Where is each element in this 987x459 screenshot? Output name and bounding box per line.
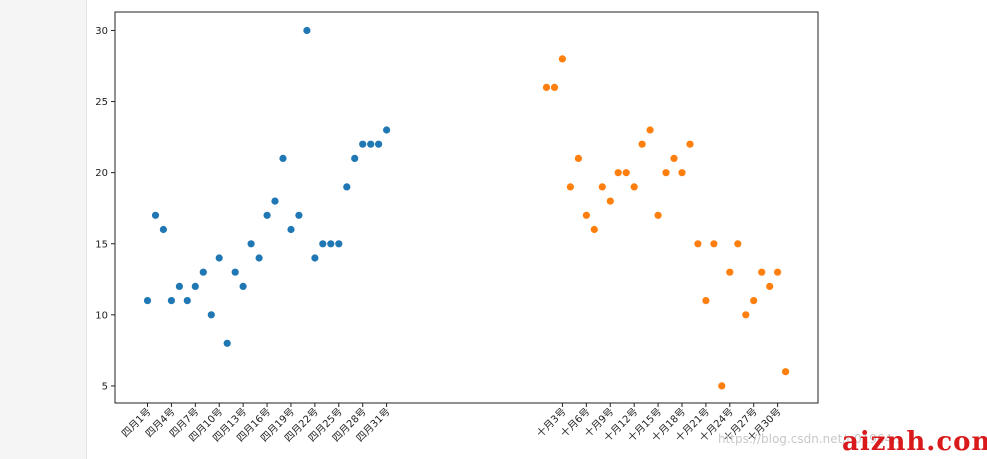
left-sidebar-panel: [0, 0, 87, 459]
data-point: [191, 282, 199, 290]
data-point: [742, 311, 750, 319]
data-point: [590, 225, 598, 234]
data-point: [734, 240, 742, 248]
watermark-url: https://blog.csdn.net/u01964...: [718, 432, 904, 446]
data-point: [351, 154, 359, 162]
data-point: [582, 211, 591, 219]
data-point: [758, 268, 766, 276]
data-point: [183, 297, 191, 305]
data-point: [343, 183, 351, 191]
data-point: [606, 197, 614, 205]
data-point: [574, 154, 583, 162]
data-point: [199, 268, 207, 276]
y-axis: 5 10 15 20 25 30: [95, 26, 115, 392]
data-point: [614, 169, 622, 177]
y-tick-label: 25: [95, 97, 108, 108]
data-point: [702, 297, 710, 305]
data-point: [566, 183, 575, 191]
data-point: [598, 183, 606, 191]
data-point: [359, 140, 367, 148]
data-point: [710, 240, 718, 248]
watermark-logo: aiznh.com: [842, 427, 987, 457]
data-points: [143, 26, 790, 390]
plot-area-frame: [114, 11, 819, 404]
y-tick-label: 30: [95, 26, 108, 37]
data-point: [167, 297, 175, 305]
data-point: [686, 140, 694, 148]
data-point: [718, 382, 726, 390]
data-point: [678, 169, 686, 177]
data-point: [255, 254, 263, 262]
data-point: [159, 225, 167, 234]
data-point: [311, 254, 319, 262]
data-point: [694, 240, 702, 248]
data-point: [782, 368, 790, 376]
data-point: [207, 311, 215, 319]
data-point: [223, 339, 231, 347]
data-point: [263, 211, 271, 219]
data-point: [143, 297, 152, 305]
data-point: [215, 254, 223, 262]
data-point: [542, 83, 551, 91]
x-axis: 四月1号四月4号四月7号四月10号四月13号四月16号四月19号四月22号四月2…: [119, 403, 784, 444]
data-point: [151, 211, 160, 219]
data-point: [622, 169, 630, 177]
y-tick-label: 5: [102, 381, 108, 392]
data-point: [295, 211, 303, 219]
data-point: [774, 268, 782, 276]
data-point: [662, 169, 670, 177]
data-point: [367, 140, 375, 148]
data-point: [239, 282, 247, 290]
data-point: [638, 140, 646, 148]
data-point: [670, 154, 678, 162]
data-point: [550, 83, 559, 91]
data-point: [287, 225, 295, 234]
data-point: [319, 240, 327, 248]
data-point: [766, 282, 774, 290]
data-point: [558, 55, 567, 63]
data-point: [247, 240, 255, 248]
data-point: [327, 240, 335, 248]
data-point: [335, 240, 343, 248]
data-point: [383, 126, 391, 134]
data-point: [279, 154, 287, 162]
data-point: [654, 211, 662, 219]
data-point: [175, 282, 183, 290]
data-point: [303, 26, 311, 35]
data-point: [646, 126, 654, 134]
data-point: [750, 297, 758, 305]
y-tick-label: 20: [95, 168, 108, 179]
y-tick-label: 15: [95, 239, 108, 250]
data-point: [630, 183, 638, 191]
data-point: [231, 268, 239, 276]
data-point: [726, 268, 734, 276]
data-point: [375, 140, 383, 148]
data-point: [271, 197, 279, 205]
y-tick-label: 10: [95, 310, 108, 321]
